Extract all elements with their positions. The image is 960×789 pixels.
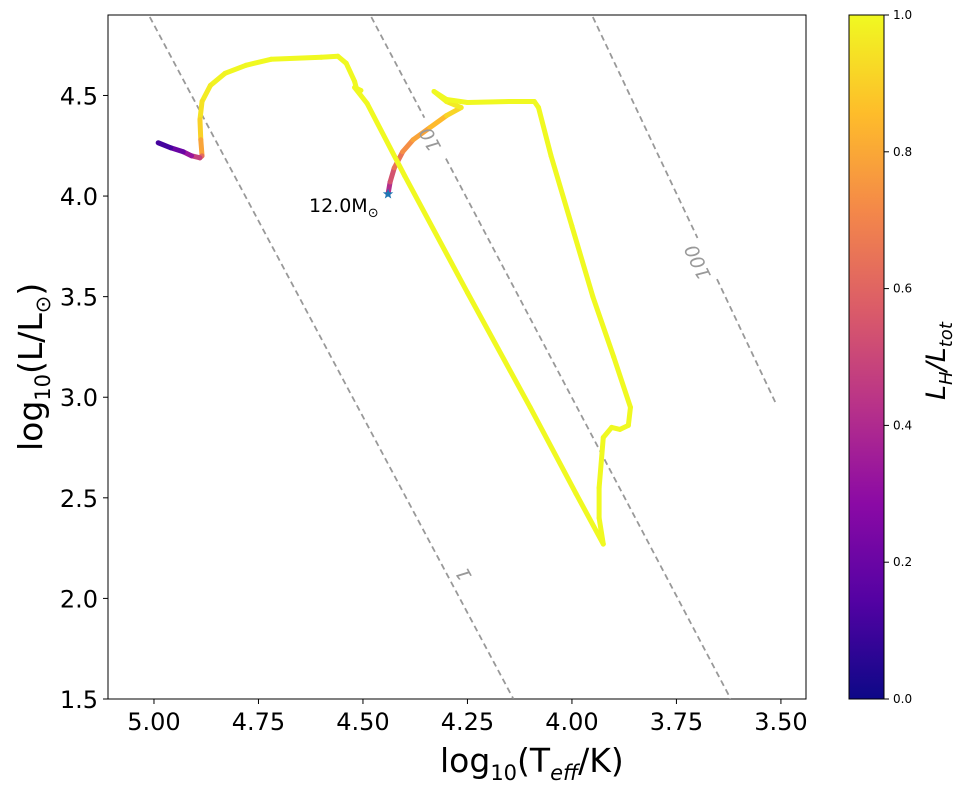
contour-label-bg [408,114,451,165]
track-segment [207,70,228,88]
track-segment [243,56,274,68]
start-star-marker [382,188,394,199]
x-tick-label: 4.25 [441,708,494,736]
x-tick-label: 4.00 [545,708,598,736]
track-segment [364,101,408,179]
track-segment [527,404,579,497]
track-segment [155,140,174,151]
contour-label-bg [677,237,718,288]
contour-line-100 [592,16,778,406]
track-segment [197,99,205,123]
colorbar-label: LH/Ltot [921,321,957,400]
track-segment [222,62,249,76]
colorbar-tick-label: 0.6 [893,282,912,296]
colorbar-tick-label: 0.4 [893,418,912,432]
track-segment [343,60,358,84]
track-segment [548,153,575,229]
track-segment [197,117,204,143]
x-axis-ticks: 5.00 4.75 4.50 4.25 4.00 3.75 3.50 [127,699,808,736]
x-tick-label: 3.50 [754,708,807,736]
x-tick-label: 4.75 [232,708,285,736]
track-segment [268,54,324,62]
y-tick-label: 3.0 [60,384,98,412]
y-tick-label: 1.5 [60,686,98,714]
colorbar-tick-label: 0.8 [893,145,912,159]
y-axis-ticks: 1.5 2.0 2.5 3.0 3.5 4.0 4.5 [60,82,108,714]
start-marker-layer [382,188,394,199]
colorbar-tick-label: 0.2 [893,555,912,569]
y-axis-label: log10(L/L⊙) [11,283,55,451]
track-segment [410,125,433,143]
y-tick-label: 2.5 [60,485,98,513]
plot-frame [107,14,807,700]
track-segment [199,82,213,105]
track-segment [569,223,596,300]
track-segment [198,137,205,159]
y-tick-label: 4.5 [60,82,98,110]
track-segment [444,96,470,106]
sun-symbol: ⊙ [368,206,379,221]
colorbar [848,14,885,700]
x-tick-label: 4.50 [336,708,389,736]
track-segment [402,173,470,296]
track-label: 12.0M⊙ [309,195,379,221]
track-segment [596,434,606,491]
x-tick-label: 5.00 [127,708,180,736]
y-tick-label: 4.0 [60,183,98,211]
evolution-track [155,53,633,547]
track-segment [427,113,450,131]
track-segment [400,137,416,155]
y-tick-label: 3.5 [60,284,98,312]
y-tick-label: 2.0 [60,585,98,613]
contour-line-1 [149,16,515,699]
contour-label-bg [442,549,485,600]
track-segment [573,491,606,547]
track-segment [444,99,464,111]
track-segment [611,354,633,410]
track-segment [464,99,512,106]
colorbar-label-slash: / [921,359,952,373]
x-axis-label: log10(Teff/K) [440,741,624,785]
x-tick-label: 3.75 [650,708,703,736]
track-segment [536,105,554,159]
contour-lines [149,16,778,699]
track-segment [625,404,633,428]
colorbar-tick-label: 1.0 [893,8,912,22]
track-segment [590,294,617,360]
colorbar-tick-label: 0.0 [893,692,912,706]
track-segment [464,290,533,410]
colorbar-ticks: 0.0 0.2 0.4 0.6 0.8 1.0 [884,8,912,706]
contour-line-10 [370,16,732,699]
track-segment [318,53,341,60]
